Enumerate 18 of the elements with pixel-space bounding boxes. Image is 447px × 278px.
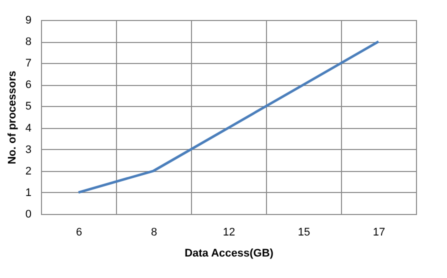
y-tick-label: 0	[25, 208, 32, 220]
y-tick-label: 3	[25, 144, 32, 156]
x-tick-label: 8	[150, 226, 158, 238]
y-tick-label: 7	[25, 58, 32, 70]
x-tick-label: 17	[372, 226, 386, 238]
x-tick-label: 6	[76, 226, 82, 238]
y-tick-label: 8	[25, 36, 32, 48]
y-axis-title: No. of processors	[6, 70, 18, 164]
y-tick-label: 9	[25, 14, 32, 26]
y-tick-label: 6	[25, 79, 32, 92]
x-tick-label: 12	[222, 226, 236, 238]
line-series	[77, 40, 380, 194]
x-tick-label: 15	[298, 226, 310, 238]
x-axis-title: Data Access(GB)	[184, 248, 274, 260]
y-tick-label: 4	[25, 122, 32, 134]
y-tick-label: 5	[25, 100, 32, 113]
y-tick-label: 2	[25, 165, 32, 178]
y-tick-label: 1	[25, 186, 32, 199]
